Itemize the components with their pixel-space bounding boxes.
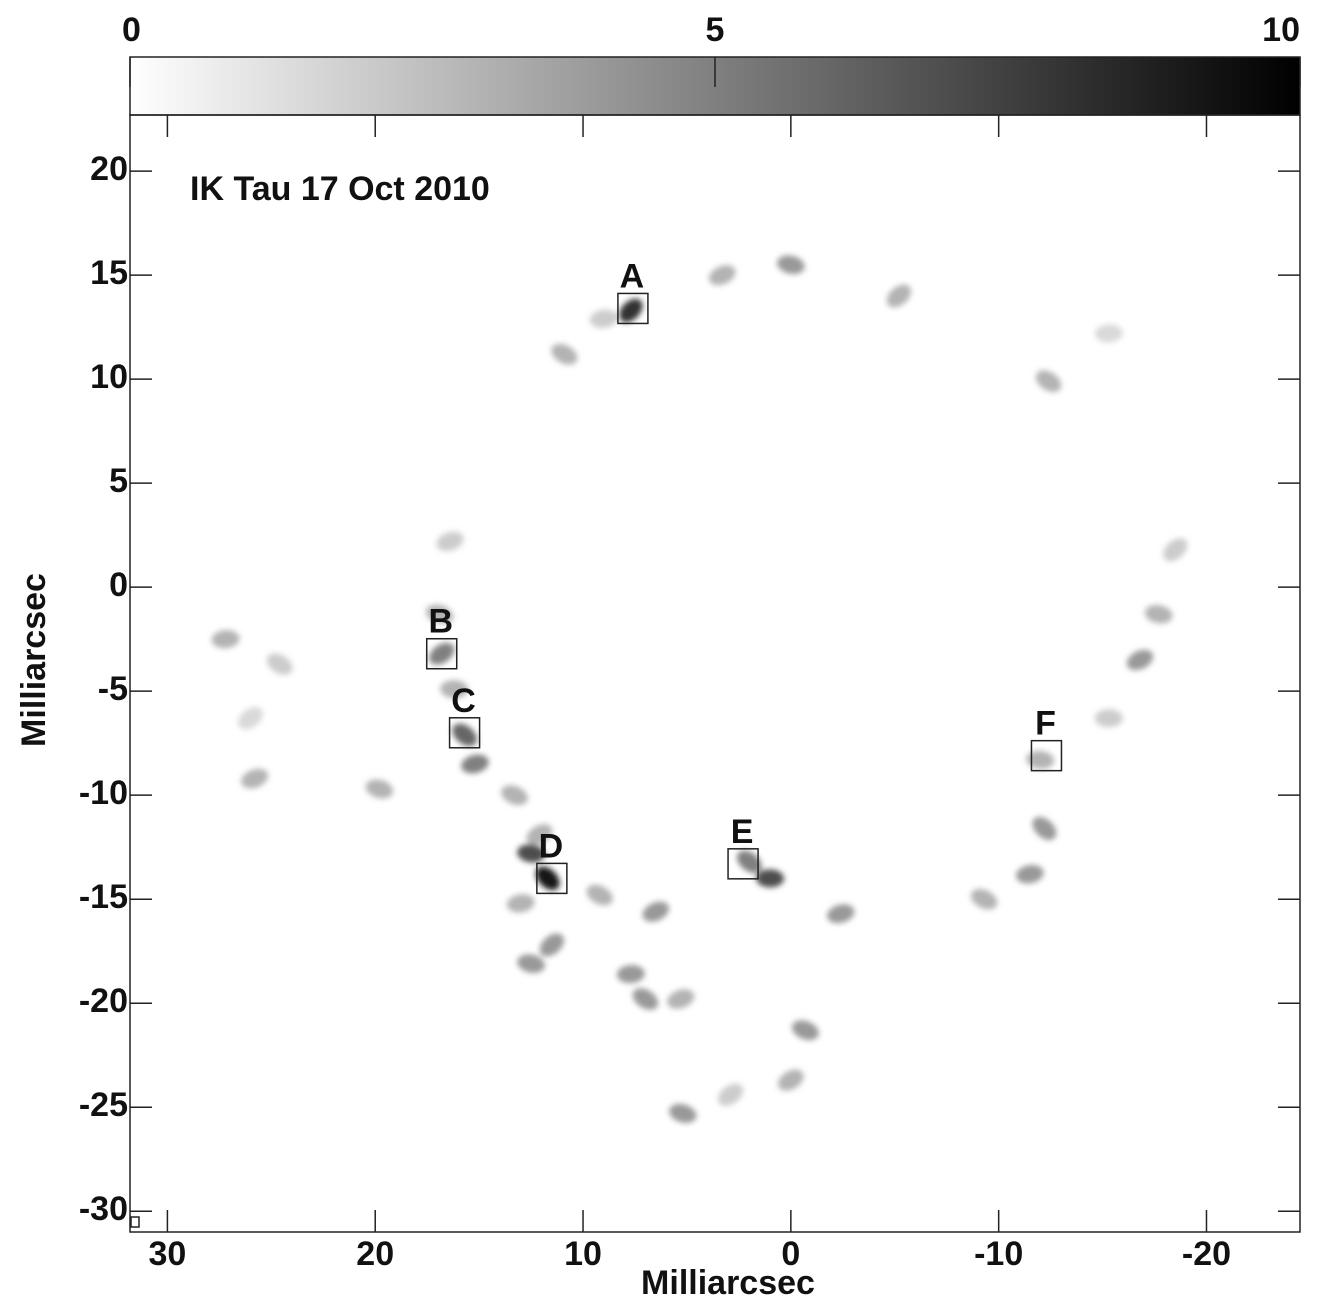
- maser-spot: [970, 888, 998, 910]
- y-tick-label: -20: [79, 982, 128, 1020]
- feature-label: E: [731, 813, 754, 851]
- maser-spot: [517, 844, 546, 863]
- maser-spot: [452, 723, 477, 747]
- maser-spot: [632, 988, 659, 1010]
- feature-label: D: [539, 827, 564, 865]
- maser-spot: [586, 884, 613, 906]
- maser-spot: [551, 343, 578, 365]
- x-tick-label: 30: [148, 1235, 186, 1273]
- maser-spot: [426, 604, 454, 624]
- maser-spot: [1094, 324, 1123, 343]
- maser-spot: [461, 754, 489, 774]
- maser-spot: [429, 642, 455, 665]
- maser-spot: [642, 901, 670, 922]
- maser-spot: [535, 866, 560, 891]
- colorbar-tick-label: 0: [122, 11, 141, 49]
- y-tick-label: 5: [109, 462, 128, 500]
- maser-spot: [1032, 816, 1057, 841]
- y-tick-label: 10: [90, 358, 128, 396]
- maser-spot: [791, 1020, 819, 1041]
- y-tick-label: -30: [79, 1190, 128, 1228]
- maser-spot: [756, 869, 785, 888]
- y-tick-label: -25: [79, 1086, 128, 1124]
- feature-box: [617, 292, 649, 325]
- colorbar-tick-label: 10: [1262, 11, 1300, 49]
- x-tick-label: 20: [356, 1235, 394, 1273]
- feature-box: [727, 848, 759, 880]
- feature-label: B: [428, 603, 453, 641]
- maser-spot: [501, 785, 528, 806]
- maser-spot: [440, 680, 469, 699]
- maser-spot: [718, 1083, 744, 1106]
- x-tick-label: 0: [781, 1235, 800, 1273]
- maser-spot: [365, 779, 394, 799]
- feature-label: F: [1035, 705, 1056, 743]
- feature-label: A: [620, 257, 645, 295]
- maser-spot: [667, 989, 695, 1009]
- emission: [211, 255, 1188, 1123]
- y-tick-label: -5: [98, 670, 128, 708]
- maser-spot: [506, 894, 535, 913]
- x-tick-label: -20: [1182, 1235, 1231, 1273]
- maser-spot: [777, 1069, 804, 1091]
- colorbar-tick-label: 5: [706, 11, 725, 49]
- y-tick-label: 20: [90, 150, 128, 188]
- beam: [130, 1216, 140, 1228]
- maser-spot: [1126, 649, 1154, 671]
- plot-frame: [129, 114, 1301, 1233]
- maser-spot: [1144, 604, 1173, 624]
- y-tick-label: -10: [79, 774, 128, 812]
- maser-spot: [1163, 538, 1188, 562]
- x-tick-label: 10: [564, 1235, 602, 1273]
- maser-spot: [708, 265, 736, 286]
- maser-spot: [526, 824, 553, 846]
- maser-spot: [736, 850, 762, 873]
- maser-spot: [211, 630, 240, 649]
- feature-box: [536, 862, 568, 895]
- maser-spot: [266, 653, 293, 675]
- maser-spot: [1026, 750, 1055, 769]
- maser-spot: [777, 255, 805, 275]
- chart-title: IK Tau 17 Oct 2010: [190, 170, 490, 208]
- maser-spot: [241, 768, 269, 789]
- x-axis-label: Milliarcsec: [641, 1264, 815, 1302]
- maser-spot: [619, 298, 643, 323]
- maser-spot: [436, 531, 464, 552]
- maser-spot: [886, 284, 912, 308]
- maser-spot: [669, 1103, 697, 1123]
- y-tick-label: 15: [90, 254, 128, 292]
- maser-spot: [1094, 709, 1123, 728]
- feature-box: [448, 717, 481, 749]
- maser-spot: [1015, 865, 1044, 884]
- maser-spot: [589, 309, 618, 328]
- maser-spot: [517, 954, 545, 973]
- y-axis-label: Milliarcsec: [15, 573, 53, 747]
- y-tick-label: -15: [79, 878, 128, 916]
- maser-spot: [238, 707, 263, 730]
- feature-box: [425, 637, 458, 670]
- x-tick-label: -10: [974, 1235, 1023, 1273]
- maser-spot: [827, 904, 855, 924]
- y-tick-label: 0: [109, 566, 128, 604]
- feature-label: C: [451, 682, 476, 720]
- feature-box: [1030, 739, 1063, 772]
- maser-spot: [1035, 370, 1062, 393]
- maser-spot: [539, 933, 564, 957]
- maser-spot: [616, 965, 645, 984]
